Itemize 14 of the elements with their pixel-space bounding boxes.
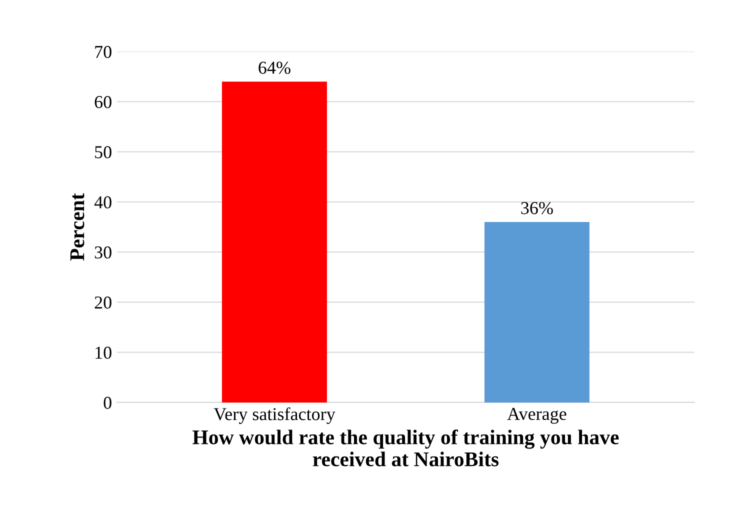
data-label: 64% xyxy=(258,62,290,74)
y-tick-label: 0 xyxy=(104,396,112,409)
x-axis-title: How would rate the quality of training you have received at NairoBits xyxy=(192,430,619,466)
y-tick-label: 60 xyxy=(94,96,112,108)
x-tick-label: Average xyxy=(507,408,566,424)
y-tick-label: 50 xyxy=(95,146,112,158)
y-tick-label: 10 xyxy=(96,346,112,359)
y-tick-label: 70 xyxy=(95,46,112,58)
data-label: 36% xyxy=(521,202,553,214)
y-axis-title: Percent xyxy=(70,193,84,261)
y-tick-label: 30 xyxy=(94,246,112,259)
y-tick-label: 40 xyxy=(94,196,112,208)
y-tick-label: 20 xyxy=(94,296,112,309)
x-tick-label: Very satisfactory xyxy=(214,407,336,424)
